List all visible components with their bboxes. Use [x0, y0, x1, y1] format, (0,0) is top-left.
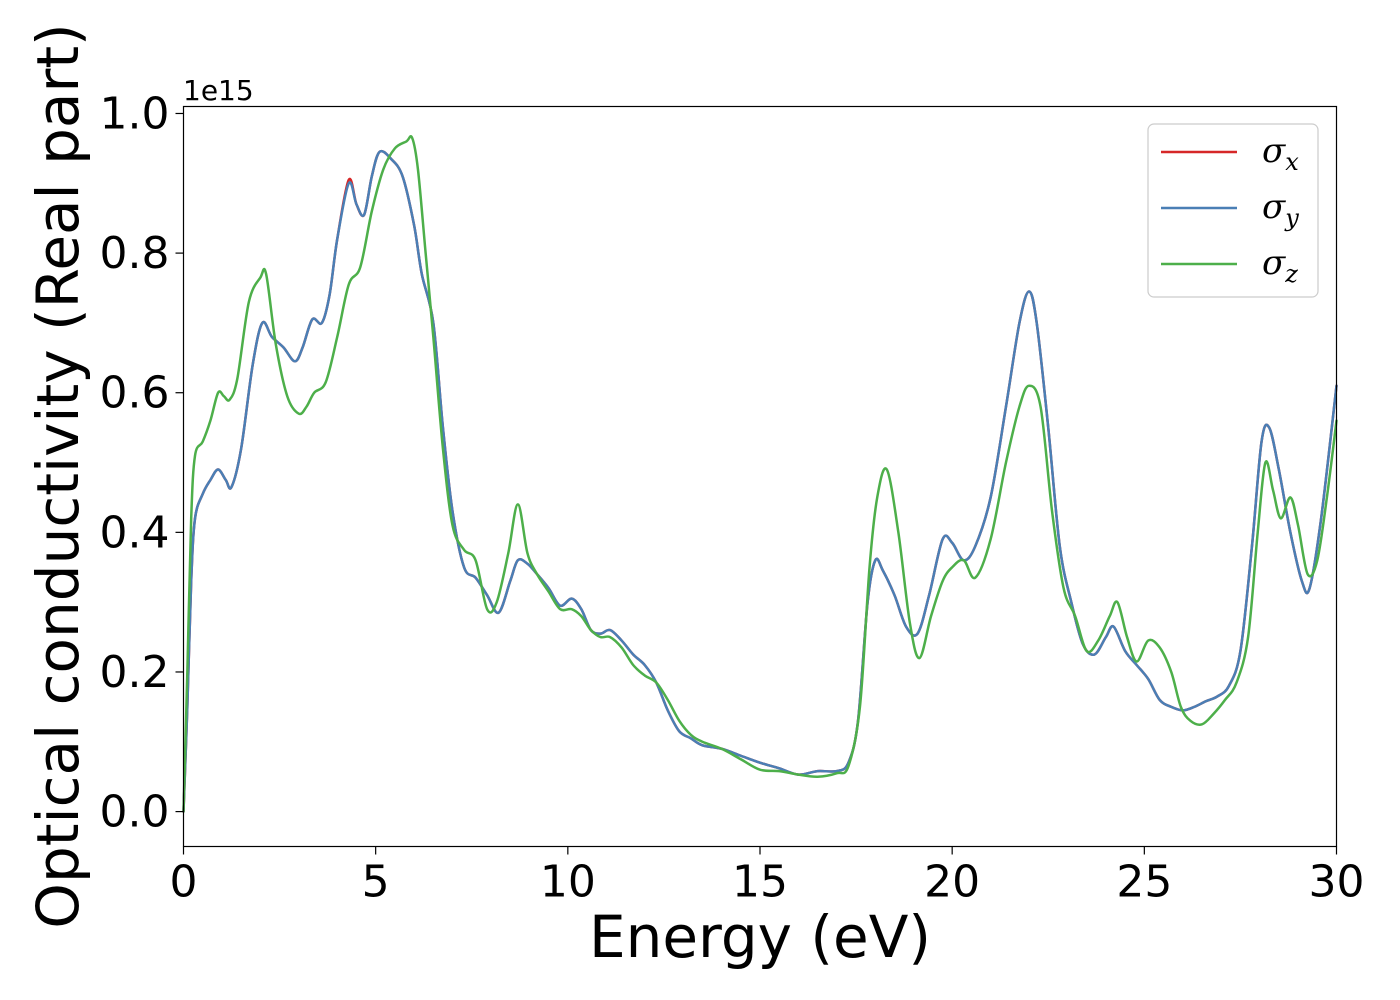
y-tick-label: 0.6: [100, 368, 170, 419]
legend-box: [1147, 123, 1319, 298]
x-tick-label: 20: [924, 857, 980, 908]
x-tick-label: 15: [732, 857, 788, 908]
plot-lines: [182, 135, 1338, 813]
y-tick-label: 0.8: [100, 228, 170, 279]
y-tick-label: 1.0: [100, 88, 170, 139]
x-tick-label: 0: [170, 857, 198, 908]
x-axis-title: Energy (eV): [589, 903, 931, 971]
y-axis-title: Optical conductivity (Real part): [24, 23, 92, 928]
x-axis-ticks: 0 5 10 15 20 25 30: [170, 846, 1365, 908]
x-tick-label: 5: [362, 857, 390, 908]
y-axis-ticks: 0.0 0.2 0.4 0.6 0.8 1.0: [100, 88, 184, 838]
y-scale-exponent: 1e15: [183, 74, 254, 107]
series-line-z: [182, 135, 1338, 813]
x-tick-label: 30: [1309, 857, 1365, 908]
x-tick-label: 10: [540, 857, 596, 908]
y-tick-label: 0.0: [100, 787, 170, 838]
y-tick-label: 0.2: [100, 647, 170, 698]
series-line-y: [182, 149, 1338, 813]
y-tick-label: 0.4: [100, 507, 170, 558]
x-tick-label: 25: [1116, 857, 1172, 908]
